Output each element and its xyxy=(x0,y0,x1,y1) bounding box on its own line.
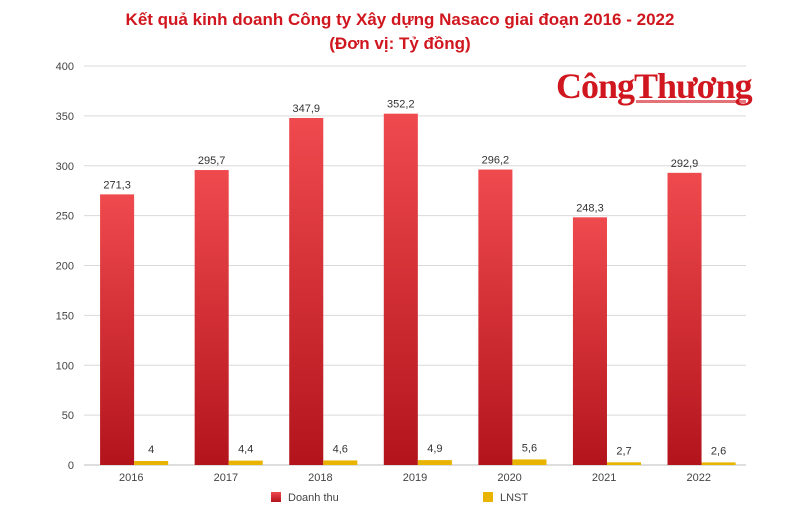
x-tick-label: 2017 xyxy=(214,472,238,484)
revenue-value-label: 271,3 xyxy=(103,179,131,191)
logo-tagline-bar xyxy=(636,100,746,103)
legend-profit-label: LNST xyxy=(500,492,528,504)
y-tick-label: 50 xyxy=(62,410,74,422)
profit-bar xyxy=(417,460,452,465)
profit-value-label: 4,9 xyxy=(427,443,442,455)
y-tick-label: 100 xyxy=(56,360,74,372)
y-tick-label: 0 xyxy=(68,460,74,472)
y-tick-label: 150 xyxy=(56,310,74,322)
y-tick-label: 300 xyxy=(56,161,74,173)
y-tick-label: 350 xyxy=(56,111,74,123)
x-axis: 2016 2017 2018 2019 2020 2021 2022 xyxy=(119,472,711,484)
x-tick-label: 2019 xyxy=(403,472,427,484)
profit-bar xyxy=(701,462,736,465)
profit-bar xyxy=(606,462,642,465)
profit-value-label: 2,7 xyxy=(616,445,631,457)
profit-bar xyxy=(323,460,358,465)
bars: 271,3 4 295,7 4,4 347,9 4,6 352,2 4,9 296,2 5,6 24… xyxy=(100,99,736,466)
legend: Doanh thu LNST xyxy=(271,492,528,504)
revenue-value-label: 347,9 xyxy=(292,103,320,115)
x-tick-label: 2022 xyxy=(686,472,710,484)
revenue-bar xyxy=(194,170,229,465)
profit-value-label: 4,4 xyxy=(238,444,253,456)
x-tick-label: 2018 xyxy=(308,472,332,484)
legend-revenue-label: Doanh thu xyxy=(288,492,339,504)
chart-subtitle: (Đơn vị: Tỷ đồng) xyxy=(329,34,471,53)
profit-value-label: 2,6 xyxy=(711,445,726,457)
y-tick-label: 400 xyxy=(56,61,74,73)
revenue-value-label: 295,7 xyxy=(198,155,226,167)
logo-wordmark: CôngThương xyxy=(556,66,753,106)
revenue-bar xyxy=(572,217,607,465)
cong-thuong-logo: CôngThương xyxy=(556,66,753,116)
revenue-value-label: 296,2 xyxy=(482,155,510,167)
revenue-bar xyxy=(478,169,513,465)
profit-value-label: 4,6 xyxy=(333,443,348,455)
revenue-value-label: 248,3 xyxy=(576,202,604,214)
profit-bar xyxy=(134,461,169,465)
y-tick-label: 250 xyxy=(56,211,74,223)
x-tick-label: 2016 xyxy=(119,472,143,484)
revenue-bar xyxy=(383,113,418,466)
revenue-bar xyxy=(667,172,702,465)
legend-profit-swatch xyxy=(483,492,493,502)
revenue-bar xyxy=(100,194,135,466)
y-axis: 0 50 100 150 200 250 300 350 400 xyxy=(56,61,74,472)
revenue-bar xyxy=(289,117,324,465)
profit-bar xyxy=(228,460,263,465)
profit-bar xyxy=(512,459,547,465)
revenue-value-label: 352,2 xyxy=(387,99,415,111)
profit-value-label: 5,6 xyxy=(522,442,537,454)
y-tick-label: 200 xyxy=(56,261,74,273)
legend-revenue-swatch xyxy=(271,492,281,502)
x-tick-label: 2021 xyxy=(592,472,616,484)
profit-value-label: 4 xyxy=(148,444,154,456)
chart-title: Kết quả kinh doanh Công ty Xây dựng Nasa… xyxy=(125,10,675,29)
revenue-value-label: 292,9 xyxy=(671,158,699,170)
x-tick-label: 2020 xyxy=(497,472,521,484)
